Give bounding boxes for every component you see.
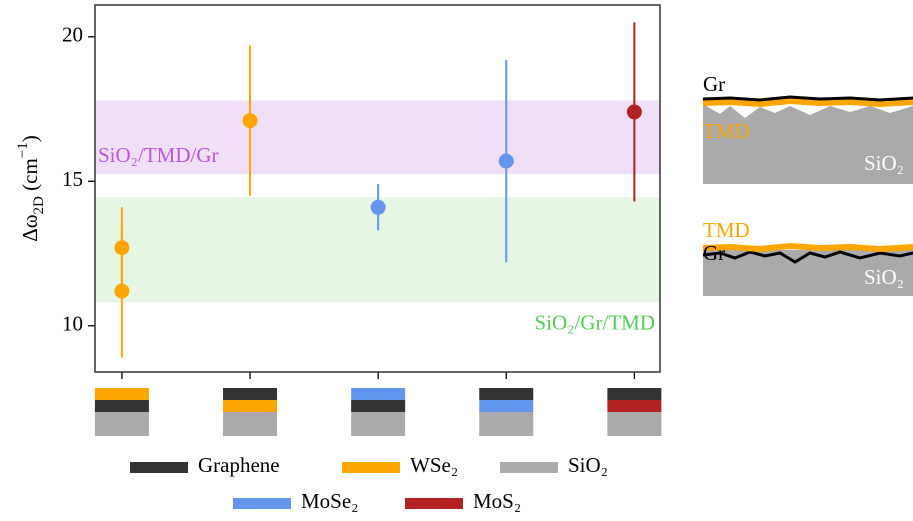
- point: [370, 199, 386, 215]
- schematic-label: SiO₂: [864, 151, 904, 175]
- stack-layer: [351, 412, 406, 436]
- stack-layer: [479, 400, 534, 412]
- stack-layer: [479, 412, 534, 436]
- point: [498, 153, 514, 169]
- legend-label: Graphene: [198, 453, 280, 477]
- schematics: Gr TMD SiO₂ TMD Gr SiO₂: [702, 72, 913, 296]
- stack-layer: [607, 388, 662, 400]
- legend-label: MoS₂: [473, 489, 521, 513]
- legend-swatch: [500, 462, 558, 473]
- legend-swatch: [342, 462, 400, 473]
- stack-layer: [94, 412, 149, 436]
- tmd-layer: [702, 242, 913, 253]
- stack-layer: [479, 388, 534, 400]
- stack-layer: [351, 388, 406, 400]
- substrate: [703, 102, 913, 184]
- y-axis-label-part: (cm: [18, 158, 42, 196]
- legend-swatch: [130, 462, 188, 473]
- y-tick-label: 10: [62, 312, 83, 336]
- y-axis-label: Δω2D (cm−1): [15, 135, 47, 242]
- y-tick-label: 15: [62, 167, 83, 191]
- band-label: SiO₂/TMD/Gr: [98, 143, 219, 167]
- legend-swatch: [405, 498, 463, 509]
- schematic-label: Gr: [703, 72, 725, 96]
- schematic-label: TMD: [703, 218, 750, 242]
- tmd-layer: [702, 97, 913, 108]
- stack-layer: [607, 412, 662, 436]
- point: [626, 104, 642, 120]
- axes-frame: [94, 4, 661, 373]
- stack-layer: [607, 400, 662, 412]
- stack-layer: [94, 400, 149, 412]
- legend-label: WSe₂: [410, 453, 458, 477]
- y-axis-label-part: 2D: [31, 196, 47, 215]
- legend-label: SiO₂: [568, 453, 608, 477]
- y-axis-label-part: Δω: [18, 214, 42, 241]
- legend-label: MoSe₂: [301, 489, 359, 513]
- stack-layer: [94, 388, 149, 400]
- y-tick-label: 20: [62, 23, 83, 47]
- band: [95, 100, 660, 175]
- stack-layer: [223, 412, 278, 436]
- graphene-layer: [702, 250, 913, 264]
- stack-layer: [223, 388, 278, 400]
- stack-layer: [223, 400, 278, 412]
- schematic-label: Gr: [703, 241, 725, 265]
- band-label: SiO₂/Gr/TMD: [535, 310, 656, 334]
- stack-layer: [351, 400, 406, 412]
- y-axis-label-part: −1: [15, 142, 31, 158]
- point: [242, 113, 258, 129]
- legend-swatch: [233, 498, 291, 509]
- schematic-label: SiO₂: [864, 265, 904, 289]
- point: [114, 283, 130, 299]
- graphene-layer: [702, 95, 913, 102]
- schematic-label: TMD: [703, 119, 750, 143]
- y-axis-label-part: ): [18, 135, 42, 142]
